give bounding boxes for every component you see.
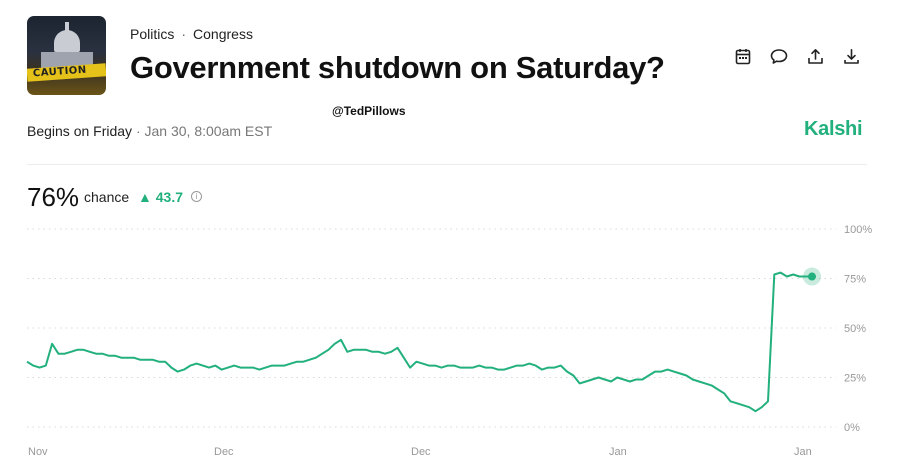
y-tick-label: 75% bbox=[844, 274, 866, 286]
series-line bbox=[26, 271, 812, 413]
calendar-icon[interactable] bbox=[734, 46, 752, 66]
x-tick-label: Nov bbox=[28, 446, 48, 458]
event-start: Begins on Friday · Jan 30, 8:00am EST bbox=[27, 123, 272, 139]
event-start-time: · Jan 30, 8:00am EST bbox=[135, 123, 273, 139]
kalshi-logo[interactable]: Kalshi bbox=[804, 118, 863, 140]
chance-delta: ▲ 43.7 bbox=[138, 189, 183, 205]
y-tick-label: 100% bbox=[844, 224, 872, 236]
y-tick-label: 0% bbox=[844, 422, 860, 434]
breadcrumb: Politics · Congress bbox=[130, 26, 253, 42]
y-tick-label: 50% bbox=[844, 323, 866, 335]
chance-percent: 76% bbox=[27, 182, 80, 212]
action-bar bbox=[734, 46, 860, 66]
x-tick-label: Dec bbox=[214, 446, 234, 458]
x-tick-label: Jan bbox=[794, 446, 812, 458]
capitol-spire bbox=[65, 22, 69, 32]
chance-delta-value: 43.7 bbox=[155, 189, 183, 205]
info-icon[interactable]: i bbox=[191, 191, 202, 202]
capitol-dome bbox=[54, 30, 80, 52]
download-icon[interactable] bbox=[842, 46, 860, 66]
watermark-handle: @TedPillows bbox=[332, 104, 406, 118]
breadcrumb-subcategory[interactable]: Congress bbox=[193, 26, 253, 42]
current-point bbox=[808, 272, 816, 281]
event-start-label: Begins on Friday bbox=[27, 123, 133, 139]
x-tick-label: Dec bbox=[411, 446, 431, 458]
comment-icon[interactable] bbox=[770, 46, 788, 66]
x-tick-label: Jan bbox=[609, 446, 627, 458]
y-tick-label: 25% bbox=[844, 373, 866, 385]
divider bbox=[27, 164, 867, 165]
breadcrumb-category[interactable]: Politics bbox=[130, 26, 175, 42]
share-icon[interactable] bbox=[806, 46, 824, 66]
page-title: Government shutdown on Saturday? bbox=[130, 50, 665, 85]
market-thumbnail: CAUTION bbox=[27, 16, 106, 95]
chance-label: chance bbox=[84, 189, 130, 205]
triangle-up-icon: ▲ bbox=[138, 189, 152, 205]
